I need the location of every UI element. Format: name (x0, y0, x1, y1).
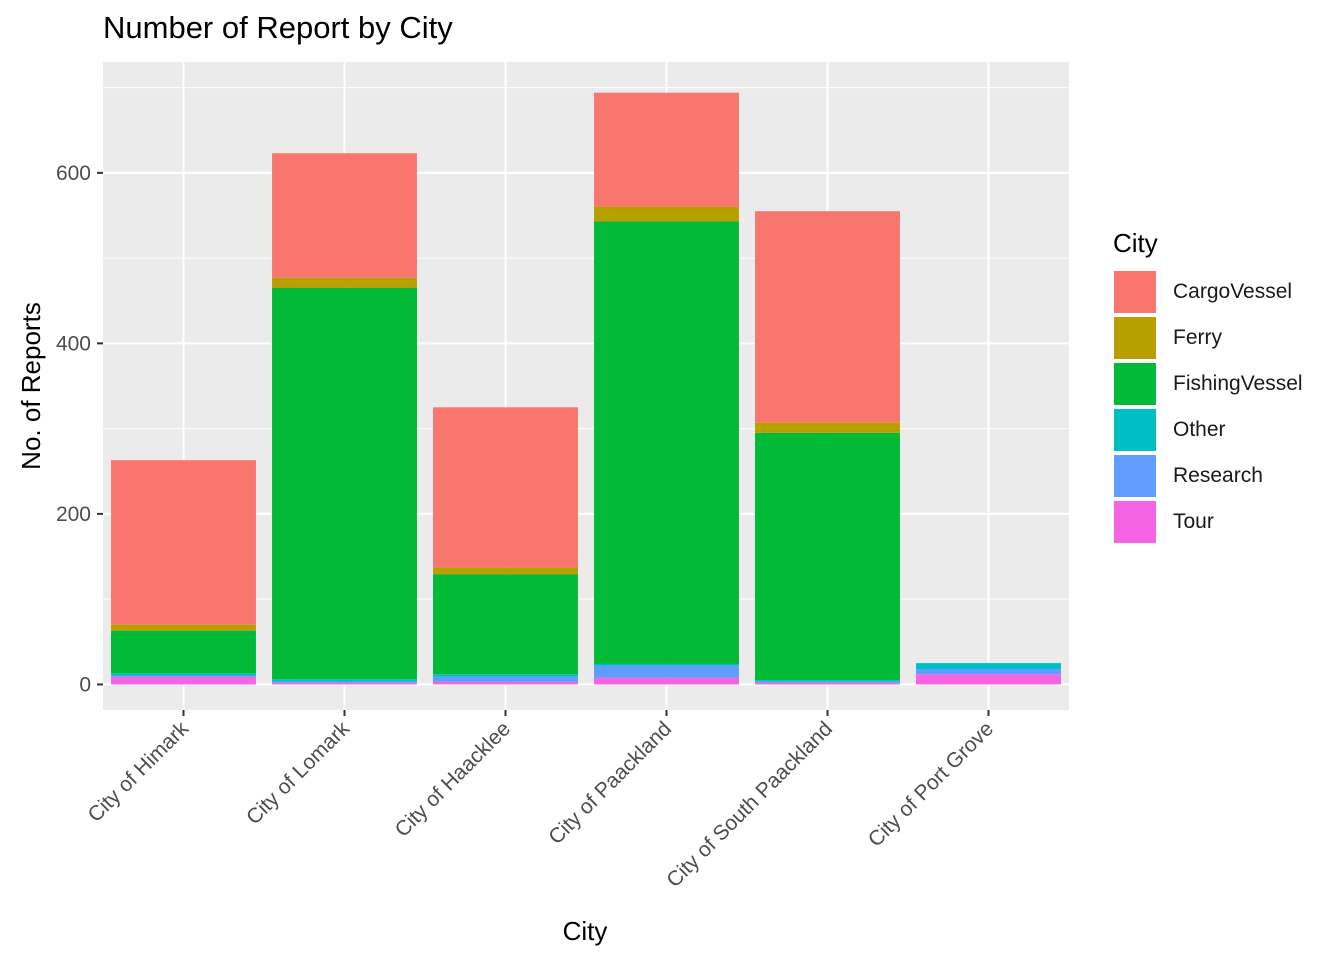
bar-segment (111, 460, 256, 625)
bar-segment (594, 663, 739, 666)
bar-segment (594, 206, 739, 222)
y-tick-label: 400 (56, 332, 91, 355)
legend-item: CargoVessel (1113, 270, 1333, 316)
x-tick-label: City of Port Grove (864, 717, 998, 851)
bar-segment (916, 674, 1061, 685)
legend-key (1113, 316, 1157, 360)
y-tick-label: 600 (56, 162, 91, 185)
bar-segment (594, 665, 739, 678)
bar-segment (272, 679, 417, 682)
legend-title: City (1113, 228, 1158, 258)
legend-item: FishingVessel (1113, 362, 1333, 408)
bar-segment (755, 432, 900, 681)
bar-segment (111, 624, 256, 631)
legend-label: Ferry (1173, 326, 1222, 349)
y-axis: 0 200 400 600 (56, 162, 103, 696)
legend-item: Ferry (1113, 316, 1333, 362)
bar-segment (433, 574, 578, 675)
x-tick-label: City of Paackland (544, 717, 676, 849)
bar-segment (272, 287, 417, 680)
legend-item: Tour (1113, 500, 1333, 546)
legend-item: Research (1113, 454, 1333, 500)
bar-segment (111, 673, 256, 676)
bars (111, 92, 1061, 685)
plot-panel (103, 62, 1069, 710)
bar-segment (272, 681, 417, 683)
legend-label: CargoVessel (1173, 280, 1293, 303)
bar-segment (755, 682, 900, 685)
x-tick-label: City of Lomark (242, 717, 354, 829)
x-axis: City of Himark City of Lomark City of Haac… (84, 710, 998, 892)
legend-key (1113, 362, 1157, 406)
bar-segment (433, 567, 578, 575)
legend-label: Tour (1173, 510, 1214, 533)
legend-label: Research (1173, 464, 1263, 487)
bar-segment (111, 675, 256, 677)
legend-key (1113, 270, 1157, 314)
bar-segment (916, 663, 1061, 670)
bar-segment (594, 92, 739, 207)
bar-segment (111, 676, 256, 685)
legend-label: FishingVessel (1173, 372, 1303, 395)
legend-key (1113, 408, 1157, 452)
chart-title: Number of Report by City (103, 10, 453, 45)
y-tick-label: 0 (79, 673, 91, 696)
bar-segment (433, 407, 578, 568)
bar-segment (594, 677, 739, 685)
bar-segment (755, 681, 900, 683)
bar-segment (272, 277, 417, 288)
bar-segment (755, 680, 900, 682)
y-axis-title: No. of Reports (16, 302, 46, 470)
x-tick-label: City of South Paackland (662, 717, 837, 892)
bar-segment (594, 221, 739, 664)
bar-segment (272, 153, 417, 278)
legend-item: Other (1113, 408, 1333, 454)
bar-segment (433, 676, 578, 682)
bar-segment (916, 669, 1061, 675)
y-tick-label: 200 (56, 503, 91, 526)
legend-key (1113, 500, 1157, 544)
bar-segment (755, 422, 900, 433)
x-tick-label: City of Haacklee (391, 717, 515, 841)
x-axis-title: City (563, 916, 608, 946)
bar-segment (433, 674, 578, 677)
bar-segment (111, 630, 256, 674)
bar-segment (433, 681, 578, 685)
bar-segment (755, 211, 900, 423)
legend-key (1113, 454, 1157, 498)
x-tick-label: City of Himark (84, 717, 194, 827)
bar-segment (272, 682, 417, 685)
legend-label: Other (1173, 418, 1226, 441)
